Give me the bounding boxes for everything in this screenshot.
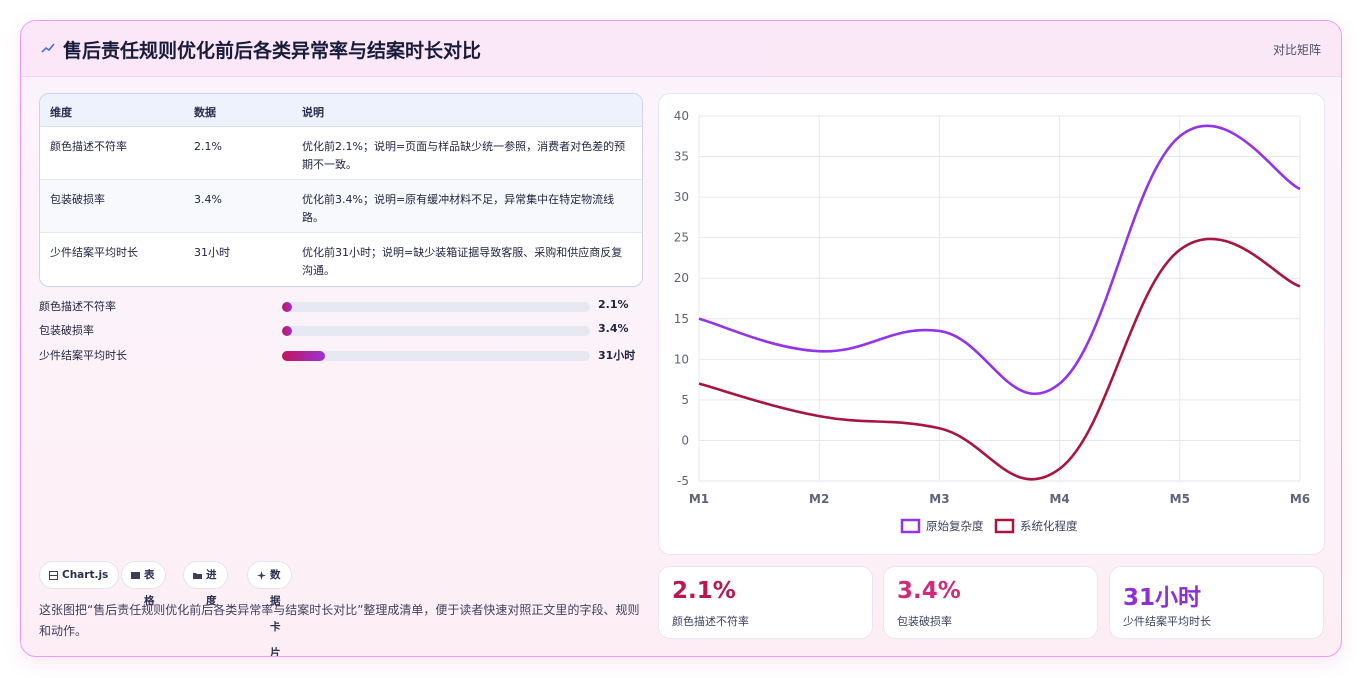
series-line-1 [698,237,1301,481]
stat-label: 包装破损率 [897,615,952,628]
cell-desc: 优化前3.4%；说明=原有缓冲材料不足，异常集中在特定物流线路。 [302,193,615,224]
legend-label: 系统化程度 [1020,519,1078,533]
page-title: 售后责任规则优化前后各类异常率与结案时长对比 [63,40,482,62]
y-tick-label: 15 [674,312,689,326]
cell-dim: 包装破损率 [50,193,105,206]
cell-dim: 少件结案平均时长 [50,246,138,259]
chip-progress[interactable]: 进度 [183,561,228,607]
line-chart: 40 35 30 25 20 15 10 5 0 -5 M1 M2 M3 M4 M5 M6 原始复杂度 系统化程度 [658,93,1325,555]
table-row: 颜色描述不符率 2.1% 优化前2.1%；说明=页面与样品缺少统一参照，消费者对… [40,127,642,180]
progress-value: 31小时 [598,349,636,362]
y-tick-label: 5 [681,393,689,407]
progress-fill [282,326,293,336]
progress-row: 少件结案平均时长 31小时 [39,347,643,363]
cell-dim: 颜色描述不符率 [50,140,127,153]
table-row: 包装破损率 3.4% 优化前3.4%；说明=原有缓冲材料不足，异常集中在特定物流… [40,180,642,233]
chart-icon [49,571,58,580]
x-tick-label: M3 [929,492,949,506]
progress-fill [282,302,292,312]
chip-label: 数据卡片 [270,569,281,657]
stat-value: 3.4% [897,578,961,604]
data-table: 维度 数据 说明 颜色描述不符率 2.1% 优化前2.1%；说明=页面与样品缺少… [39,93,643,287]
y-tick-label: 0 [681,433,689,447]
cell-val: 31小时 [194,246,230,259]
table-header: 维度 数据 说明 [40,94,642,127]
progress-track [282,326,590,336]
legend-swatch [900,518,921,534]
chip-label: 表格 [144,569,155,607]
chip-table[interactable]: 表格 [121,561,166,607]
series-line-0 [698,124,1301,396]
stat-card: 31小时 少件结案平均时长 [1109,566,1324,639]
chip-datacard[interactable]: 数据卡片 [247,561,292,656]
stat-value: 31小时 [1123,585,1202,611]
progress-label: 包装破损率 [39,324,94,337]
legend-label: 原始复杂度 [926,519,984,533]
progress-track [282,302,590,312]
progress-value: 3.4% [598,322,629,335]
stat-label: 少件结案平均时长 [1123,615,1211,628]
column-header-desc: 说明 [302,106,324,119]
chip-label: 进度 [206,569,217,607]
y-tick-label: -5 [677,474,689,488]
progress-track [282,351,590,361]
progress-label: 颜色描述不符率 [39,300,116,313]
x-tick-label: M1 [689,492,709,506]
line-chart-svg: 40 35 30 25 20 15 10 5 0 -5M1 M2 M3 M4 M5 M6 原始复杂度 系统化程度 [674,109,1310,534]
y-tick-label: 20 [674,271,689,285]
header-tag: 对比矩阵 [1272,43,1321,57]
x-tick-label: M6 [1290,492,1310,506]
stat-label: 颜色描述不符率 [672,615,749,628]
cell-desc: 优化前2.1%；说明=页面与样品缺少统一参照，消费者对色差的预期不一致。 [302,140,626,171]
progress-label: 少件结案平均时长 [39,349,127,362]
progress-row: 包装破损率 3.4% [39,322,643,338]
x-tick-label: M2 [809,492,829,506]
chart-note: 这张图把“售后责任规则优化前后各类异常率与结案时长对比”整理成清单，便于读者快速… [39,603,640,638]
trend-line-icon [41,43,55,53]
x-tick-label: M4 [1049,492,1069,506]
y-tick-label: 40 [674,109,689,123]
y-tick-label: 25 [674,231,689,245]
table-row: 少件结案平均时长 31小时 优化前31小时；说明=缺少装箱证据导致客服、采购和供… [40,233,642,286]
chip-chartjs[interactable]: Chart.js [39,561,120,589]
y-tick-label: 30 [674,190,689,204]
legend-swatch [994,518,1015,534]
dashboard-card: 售后责任规则优化前后各类异常率与结案时长对比 对比矩阵 维度 数据 说明 颜色描… [20,20,1342,657]
card-header: 售后责任规则优化前后各类异常率与结案时长对比 对比矩阵 [21,21,1341,77]
cell-val: 3.4% [194,193,222,206]
progress-row: 颜色描述不符率 2.1% [39,298,643,314]
y-tick-label: 35 [674,150,689,164]
table-icon [131,572,140,579]
cell-val: 2.1% [194,140,222,153]
chip-label: Chart.js [62,569,109,581]
column-header-val: 数据 [194,106,216,119]
stat-card: 2.1% 颜色描述不符率 [658,566,873,639]
progress-fill [282,351,326,361]
y-tick-label: 10 [674,352,689,366]
stat-value: 2.1% [672,578,736,604]
progress-value: 2.1% [598,298,629,311]
stat-card: 3.4% 包装破损率 [883,566,1098,639]
cell-desc: 优化前31小时；说明=缺少装箱证据导致客服、采购和供应商反复沟通。 [302,246,623,277]
folder-icon [193,573,202,579]
sparkle-icon [257,571,266,580]
x-tick-label: M5 [1170,492,1190,506]
column-header-dim: 维度 [50,106,72,119]
